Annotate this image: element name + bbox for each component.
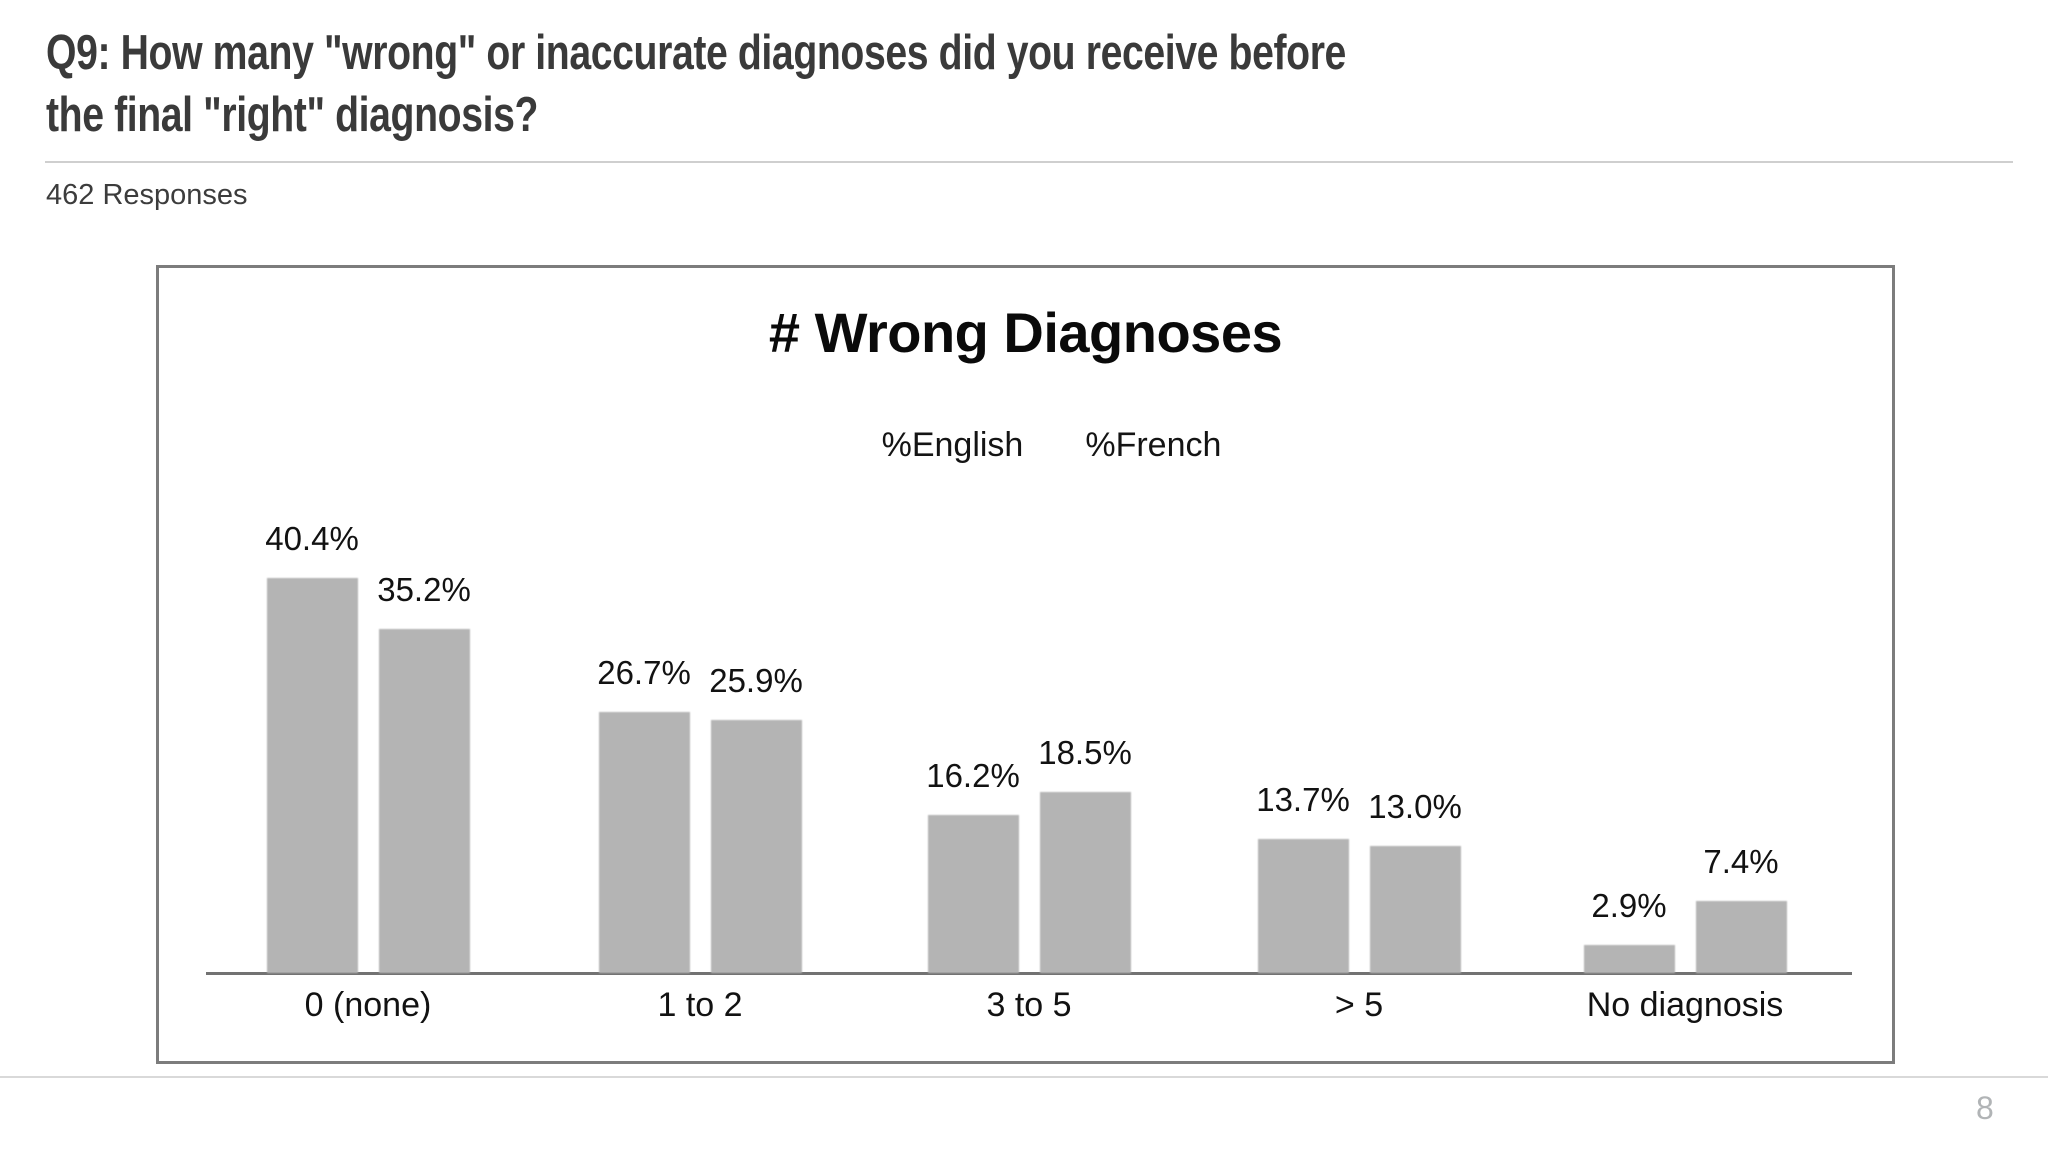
chart-panel: # Wrong Diagnoses %English %French 40.4%… — [156, 265, 1895, 1064]
bar-english-1-to-2 — [598, 712, 690, 973]
question-title-line-2: the final "right" diagnosis? — [46, 88, 539, 142]
category-label-1-to-2: 1 to 2 — [657, 986, 743, 1024]
value-label-french-0-none: 35.2% — [377, 571, 471, 608]
value-label-french-1-to-2: 25.9% — [709, 662, 803, 699]
value-label-english-0-none: 40.4% — [265, 520, 359, 557]
responses-count: 462 Responses — [46, 179, 248, 211]
legend-item-french: %French — [1085, 426, 1222, 464]
legend-item-english: %English — [881, 426, 1024, 464]
value-label-english-3-to-5: 16.2% — [926, 757, 1020, 794]
bar-french-gt-5 — [1369, 846, 1461, 973]
bar-english-no-diagnosis — [1583, 945, 1675, 973]
chart-legend: %English %French — [185, 426, 1918, 465]
question-title-line-1: Q9: How many "wrong" or inaccurate diagn… — [46, 26, 1346, 80]
chart-title: # Wrong Diagnoses — [768, 301, 1283, 364]
bar-french-no-diagnosis — [1695, 901, 1787, 973]
page-number: 8 — [1976, 1090, 1994, 1126]
header-divider — [45, 161, 2013, 163]
value-label-english-gt-5: 13.7% — [1256, 781, 1350, 818]
bar-english-3-to-5 — [927, 815, 1019, 973]
bar-french-3-to-5 — [1039, 792, 1131, 973]
value-label-english-no-diagnosis: 2.9% — [1591, 887, 1667, 924]
x-axis-line — [206, 972, 1852, 975]
bar-english-0-none — [266, 578, 358, 973]
category-label-0-none: 0 (none) — [304, 986, 432, 1024]
category-label-gt-5: > 5 — [1334, 986, 1384, 1024]
question-title: Q9: How many "wrong" or inaccurate diagn… — [46, 22, 1346, 146]
value-label-french-gt-5: 13.0% — [1368, 788, 1462, 825]
footer-divider — [0, 1076, 2048, 1078]
bar-english-gt-5 — [1257, 839, 1349, 973]
bar-french-0-none — [378, 629, 470, 973]
value-label-french-no-diagnosis: 7.4% — [1703, 843, 1779, 880]
category-label-3-to-5: 3 to 5 — [986, 986, 1072, 1024]
value-label-english-1-to-2: 26.7% — [597, 654, 691, 691]
category-label-no-diagnosis: No diagnosis — [1586, 986, 1784, 1024]
value-label-french-3-to-5: 18.5% — [1038, 734, 1132, 771]
bar-french-1-to-2 — [710, 720, 802, 973]
